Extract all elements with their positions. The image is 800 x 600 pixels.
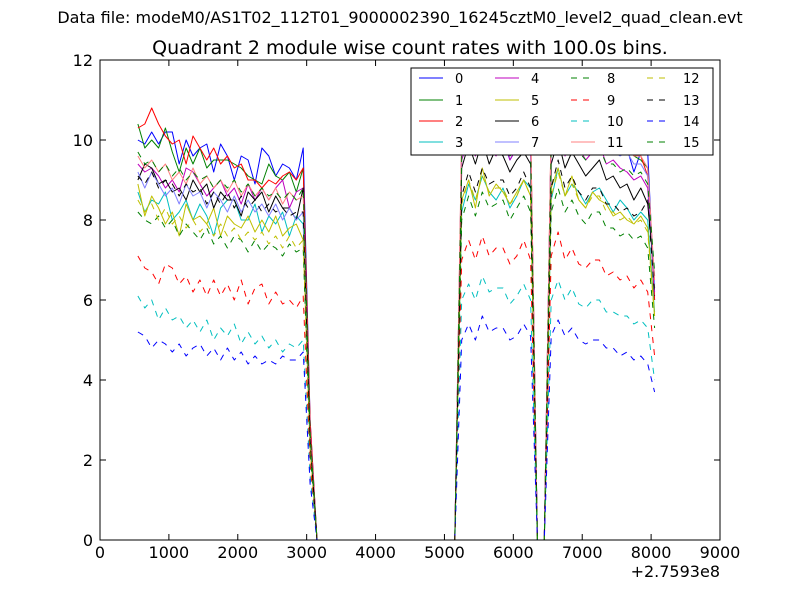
series-line-14 [137, 315, 656, 540]
y-tick-label: 10 [73, 131, 93, 150]
legend-label-3: 3 [455, 136, 463, 151]
legend-box [410, 67, 714, 156]
legend-label-2: 2 [455, 115, 463, 130]
x-tick-label: 6000 [493, 543, 534, 562]
legend-label-12: 12 [683, 72, 700, 87]
x-tick-label: 8000 [631, 543, 672, 562]
series-line-0 [137, 107, 656, 540]
x-tick-label: 4000 [355, 543, 396, 562]
legend-label-6: 6 [531, 115, 539, 130]
chart-suptitle: Data file: modeM0/AS1T02_112T01_90000023… [57, 8, 742, 28]
x-tick-label: 0 [95, 543, 105, 562]
y-tick-label: 2 [83, 451, 93, 470]
legend-label-15: 15 [683, 136, 700, 151]
legend-label-0: 0 [455, 72, 463, 87]
legend-label-10: 10 [607, 115, 624, 130]
y-tick-label: 4 [83, 371, 93, 390]
series-line-5 [137, 167, 656, 540]
x-tick-label: 5000 [424, 543, 465, 562]
series-line-6 [137, 139, 656, 540]
series-line-10 [137, 275, 656, 540]
legend-label-8: 8 [607, 72, 615, 87]
x-tick-label: 2000 [217, 543, 258, 562]
series-line-9 [137, 231, 656, 540]
legend-label-9: 9 [607, 94, 615, 109]
series-line-3 [137, 167, 656, 540]
legend-label-1: 1 [455, 94, 463, 109]
x-axis: 0 1000 2000 3000 4000 5000 6000 7000 8000 9000 [95, 60, 740, 562]
x-tick-label: 9000 [700, 543, 741, 562]
legend-label-7: 7 [531, 136, 539, 151]
y-tick-label: 8 [83, 211, 93, 230]
legend-label-5: 5 [531, 94, 539, 109]
series-line-13 [137, 159, 656, 540]
x-tick-label: 1000 [149, 543, 190, 562]
x-offset-label: +2.7593e8 [631, 562, 720, 581]
y-tick-label: 6 [83, 291, 93, 310]
legend-label-11: 11 [607, 136, 624, 151]
y-tick-label: 12 [73, 51, 93, 70]
series-line-1 [137, 111, 656, 540]
chart-title: Quadrant 2 module wise count rates with … [152, 37, 668, 59]
series-line-2 [137, 91, 656, 540]
y-tick-label: 0 [83, 531, 93, 550]
legend-label-14: 14 [683, 115, 700, 130]
legend-label-4: 4 [531, 72, 539, 87]
legend-label-13: 13 [683, 94, 700, 109]
x-tick-label: 3000 [286, 543, 327, 562]
series-line-8 [137, 187, 656, 540]
x-tick-label: 7000 [562, 543, 603, 562]
